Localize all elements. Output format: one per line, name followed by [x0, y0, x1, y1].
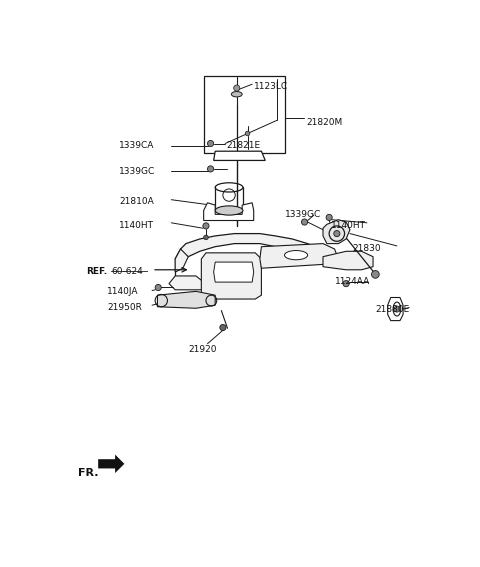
- Polygon shape: [157, 291, 215, 308]
- Text: 21950R: 21950R: [108, 303, 142, 312]
- Bar: [204, 76, 285, 153]
- Polygon shape: [323, 251, 373, 270]
- Ellipse shape: [215, 206, 243, 215]
- Text: 21821E: 21821E: [227, 141, 261, 150]
- Text: REF.: REF.: [86, 266, 107, 276]
- Text: 21920: 21920: [188, 345, 217, 354]
- Circle shape: [155, 285, 161, 290]
- Polygon shape: [388, 298, 403, 320]
- Polygon shape: [175, 249, 188, 272]
- Polygon shape: [169, 276, 204, 290]
- Text: 21830: 21830: [352, 244, 381, 253]
- Ellipse shape: [231, 91, 242, 97]
- Circle shape: [203, 223, 209, 229]
- Circle shape: [234, 85, 240, 91]
- Polygon shape: [323, 220, 350, 244]
- Text: 21810A: 21810A: [119, 197, 154, 206]
- Text: 1140HT: 1140HT: [119, 221, 154, 230]
- Circle shape: [245, 131, 250, 136]
- Polygon shape: [201, 253, 262, 299]
- Text: 1339GC: 1339GC: [119, 167, 155, 176]
- Circle shape: [343, 281, 349, 287]
- Text: 1339GC: 1339GC: [285, 210, 321, 219]
- Polygon shape: [214, 151, 265, 160]
- Circle shape: [220, 324, 226, 331]
- Circle shape: [334, 231, 340, 236]
- Polygon shape: [214, 262, 254, 282]
- Text: 60-624: 60-624: [111, 266, 143, 276]
- Text: 21820M: 21820M: [306, 118, 342, 127]
- Circle shape: [301, 219, 308, 225]
- Text: 1124AA: 1124AA: [335, 277, 370, 286]
- Polygon shape: [204, 203, 254, 221]
- Polygon shape: [180, 234, 323, 259]
- Text: 1140HT: 1140HT: [331, 221, 366, 230]
- Polygon shape: [98, 455, 124, 473]
- Circle shape: [204, 235, 208, 240]
- Ellipse shape: [285, 251, 308, 260]
- Text: 1123LC: 1123LC: [254, 82, 288, 91]
- Text: 21880E: 21880E: [375, 305, 409, 314]
- Circle shape: [326, 214, 332, 221]
- Text: FR.: FR.: [78, 468, 99, 479]
- Circle shape: [372, 270, 379, 278]
- Circle shape: [207, 166, 214, 172]
- Text: 1140JA: 1140JA: [108, 287, 139, 297]
- Circle shape: [207, 141, 214, 147]
- Polygon shape: [260, 244, 338, 268]
- Text: 1339CA: 1339CA: [119, 141, 155, 150]
- Circle shape: [394, 306, 400, 312]
